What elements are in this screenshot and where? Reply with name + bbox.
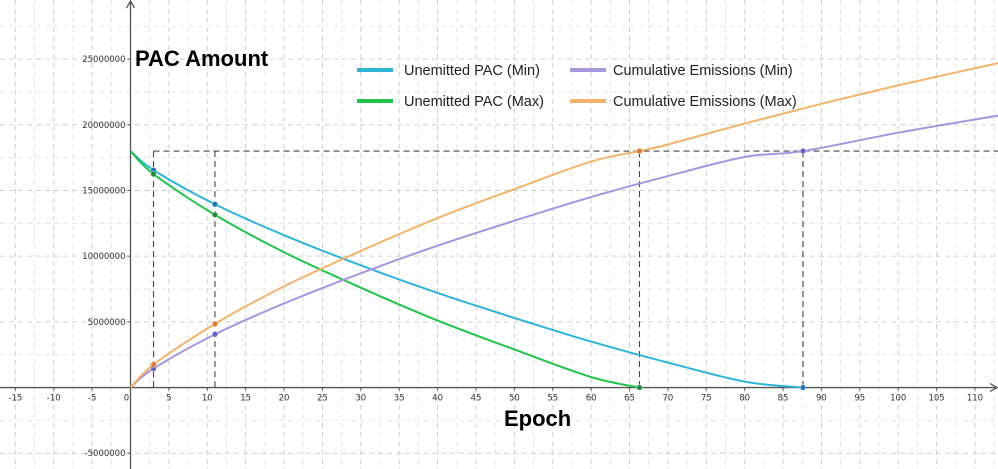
x-tick-label: 25 [317,394,328,404]
markers [150,148,807,391]
legend-label-unemitted-min: Unemitted PAC (Min) [404,63,540,79]
series-line-cumulative-min [129,114,998,389]
x-tick-label: -15 [8,394,22,404]
data-point-marker [150,361,157,368]
tick-labels: -15 -10 -5 0 5 10 15 20 25 30 35 40 45 50 55 60 65 70 75 80… [8,55,983,459]
x-tick-label: 70 [662,394,673,404]
x-tick-label: 10 [202,394,213,404]
x-tick-label: 5 [166,394,171,404]
x-axis-arrow [989,382,998,393]
x-tick-label: 15 [240,394,251,404]
x-tick-label: 55 [547,394,558,404]
y-tick-label: 5000000 [88,318,126,328]
data-point-marker [636,384,643,391]
x-axis-label: Epoch [504,406,571,431]
x-tick-label: 45 [471,394,482,404]
legend-label-cumulative-max: Cumulative Emissions (Max) [613,94,797,110]
series-line-cumulative-max [129,62,998,389]
x-tick-label: 35 [394,394,405,404]
y-tick-label: 10000000 [82,252,125,262]
series-line-unemitted-min [129,150,804,389]
data-point-marker [636,148,643,155]
series-line-unemitted-max [129,150,640,389]
y-tick-label: 25000000 [82,55,125,65]
x-tick-label: 95 [854,394,865,404]
x-tick-label: 50 [509,394,520,404]
x-tick-label: -5 [88,394,96,404]
x-tick-label: -10 [47,394,61,404]
legend: Unemitted PAC (Min) Unemitted PAC (Max) … [357,63,797,110]
y-tick-label: -5000000 [85,449,126,459]
y-axis-label: PAC Amount [135,46,269,71]
y-tick-label: 15000000 [82,186,125,196]
x-tick-label: 105 [928,394,944,404]
x-tick-label: 0 [124,394,129,404]
y-axis-arrow [125,0,136,9]
y-tick-label: 20000000 [82,121,125,131]
x-tick-label: 65 [624,394,635,404]
data-point-marker [800,148,807,155]
x-tick-label: 40 [432,394,443,404]
x-tick-label: 110 [967,394,983,404]
series-lines [129,62,998,389]
x-tick-label: 80 [739,394,750,404]
data-point-marker [800,384,807,391]
data-point-marker [211,211,218,218]
data-point-marker [211,320,218,327]
data-point-marker [150,171,157,178]
legend-label-unemitted-max: Unemitted PAC (Max) [404,94,544,110]
x-tick-label: 85 [778,394,789,404]
data-point-marker [211,201,218,208]
legend-label-cumulative-min: Cumulative Emissions (Min) [613,63,793,79]
x-tick-label: 60 [586,394,597,404]
x-tick-label: 100 [890,394,906,404]
x-tick-label: 90 [816,394,827,404]
x-tick-label: 75 [701,394,712,404]
x-tick-label: 30 [355,394,366,404]
x-tick-label: 20 [279,394,290,404]
data-point-marker [211,331,218,338]
reference-lines [152,150,998,388]
